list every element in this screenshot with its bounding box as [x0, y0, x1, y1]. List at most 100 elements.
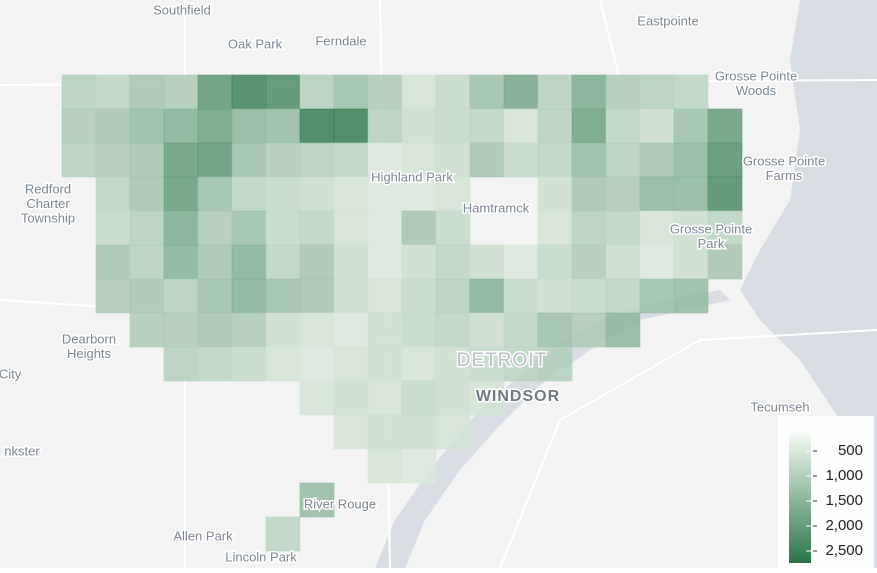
tract [129, 142, 165, 178]
tract [401, 312, 437, 348]
tract [333, 312, 369, 348]
tract [197, 108, 233, 144]
tract [435, 142, 471, 178]
tract [367, 312, 403, 348]
tract [673, 244, 709, 280]
tract [163, 244, 199, 280]
tract [61, 142, 97, 178]
tract [469, 380, 505, 416]
tract [299, 74, 335, 110]
tract [469, 244, 505, 280]
tract [129, 312, 165, 348]
tract [503, 312, 539, 348]
tract [401, 414, 437, 450]
tract [333, 414, 369, 450]
choropleth [61, 74, 743, 552]
place-label: Hamtramck [463, 200, 530, 215]
tract [469, 278, 505, 314]
tract [605, 244, 641, 280]
tract [129, 244, 165, 280]
tract [707, 142, 743, 178]
tract [95, 108, 131, 144]
tract [333, 74, 369, 110]
tract [333, 346, 369, 382]
tract [401, 448, 437, 484]
tract [129, 176, 165, 212]
tract [571, 74, 607, 110]
tract [503, 108, 539, 144]
tract [231, 278, 267, 314]
tract [299, 142, 335, 178]
tract [367, 142, 403, 178]
tract [231, 74, 267, 110]
tract [469, 346, 505, 382]
tract [707, 244, 743, 280]
tract [435, 312, 471, 348]
tract [231, 244, 267, 280]
tract [231, 176, 267, 212]
tract [231, 142, 267, 178]
legend-label: 1,500 [825, 492, 863, 509]
tract [333, 278, 369, 314]
tract [707, 210, 743, 246]
place-label: Grosse Pointe [743, 153, 825, 168]
tract [367, 108, 403, 144]
tract [435, 210, 471, 246]
tract [435, 74, 471, 110]
tract [435, 278, 471, 314]
tract [503, 346, 539, 382]
tract [299, 482, 335, 518]
tract [333, 244, 369, 280]
tract [61, 108, 97, 144]
tract [571, 142, 607, 178]
place-label: Grosse Pointe [715, 68, 797, 83]
tract [401, 108, 437, 144]
tract [605, 74, 641, 110]
tract [299, 210, 335, 246]
tract [163, 108, 199, 144]
tract [197, 74, 233, 110]
place-label: City [0, 366, 22, 381]
place-label: Redford [25, 181, 71, 196]
tract [299, 108, 335, 144]
tract [401, 380, 437, 416]
place-label: Eastpointe [637, 13, 698, 28]
tract [571, 312, 607, 348]
tract [537, 74, 573, 110]
tract [571, 108, 607, 144]
tract [367, 244, 403, 280]
tract [605, 176, 641, 212]
place-label: DETROIT [457, 350, 547, 371]
tract [435, 244, 471, 280]
tract [95, 244, 131, 280]
tract [265, 346, 301, 382]
tract [367, 414, 403, 450]
tract [435, 414, 471, 450]
tract [401, 278, 437, 314]
tract [503, 74, 539, 110]
tract [163, 210, 199, 246]
tract [299, 380, 335, 416]
place-label: Tecumseh [750, 399, 809, 414]
place-label: Woods [736, 83, 777, 98]
tract [639, 108, 675, 144]
place-label: Dearborn [62, 331, 116, 346]
tract [333, 108, 369, 144]
tract [265, 176, 301, 212]
place-label: Allen Park [173, 528, 233, 543]
tract [231, 108, 267, 144]
tract [435, 176, 471, 212]
place-label: Park [698, 236, 725, 251]
tract [537, 142, 573, 178]
tract [673, 108, 709, 144]
tract [469, 74, 505, 110]
tract [299, 176, 335, 212]
legend-label: 2,000 [825, 517, 863, 534]
place-label: River Rouge [304, 496, 376, 511]
tract [571, 210, 607, 246]
tract [537, 244, 573, 280]
tract [503, 278, 539, 314]
place-labels: Southfield Oak Park Ferndale Eastpointe Gros… [0, 1, 827, 566]
tract [333, 380, 369, 416]
tract [401, 142, 437, 178]
